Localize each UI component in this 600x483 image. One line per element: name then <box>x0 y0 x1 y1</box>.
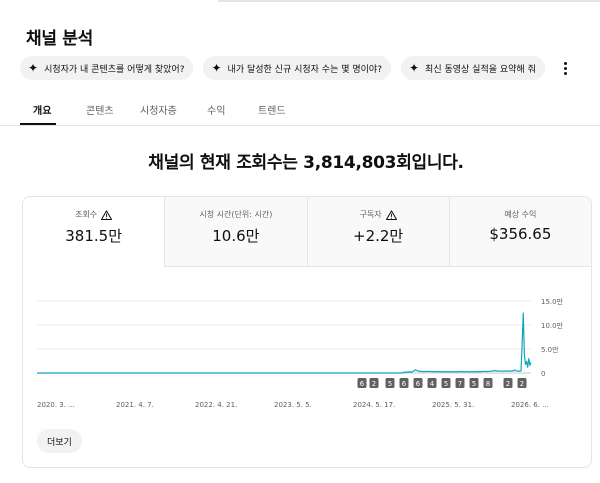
event-marker-label: 6 <box>360 380 365 388</box>
event-marker: 2 <box>517 378 527 388</box>
event-marker-box <box>455 378 465 388</box>
event-marker: 4 <box>427 378 437 388</box>
event-marker: 8 <box>483 378 493 388</box>
event-marker: 5 <box>385 378 395 388</box>
event-marker-box <box>483 378 493 388</box>
x-tick-label: 2021. 4. 7. <box>116 401 154 409</box>
event-marker: 7 <box>455 378 465 388</box>
y-tick-label: 15.0만 <box>541 297 564 306</box>
metric-estimated-revenue[interactable]: 예상 수익 $356.65 <box>448 197 591 267</box>
event-marker-box <box>441 378 451 388</box>
y-axis-labels: 15.0만 10.0만 5.0만 0 <box>541 297 564 378</box>
metric-label: 구독자 <box>360 209 397 220</box>
event-marker-box <box>399 378 409 388</box>
page-title: 채널 분석 <box>26 29 93 49</box>
event-marker-label: 4 <box>430 380 435 388</box>
metric-label-text: 조회수 <box>75 210 98 219</box>
views-series-line <box>37 312 532 374</box>
metric-label-text: 시청 시간(단위: 시간) <box>199 210 273 219</box>
warning-icon <box>385 209 397 220</box>
warning-icon <box>101 209 113 220</box>
event-marker-box <box>503 378 513 388</box>
event-marker-label: 2 <box>506 380 510 388</box>
metric-value: $356.65 <box>489 225 552 243</box>
y-tick-label: 5.0만 <box>541 345 559 354</box>
chart-series <box>37 312 532 374</box>
event-marker-box <box>427 378 437 388</box>
overview-card: 조회수 381.5만 시청 시간(단위: 시간) 10.6만 구독자 <box>22 196 592 468</box>
event-marker-box <box>385 378 395 388</box>
event-marker-label: 8 <box>486 380 490 388</box>
event-marker-label: 5 <box>388 380 392 388</box>
x-axis-labels: 2020. 3. ... 2021. 4. 7. 2022. 4. 21. 2023.… <box>37 401 549 409</box>
event-marker-label: 5 <box>444 380 448 388</box>
chip-label: 내가 달성한 신규 시청자 수는 몇 명이야? <box>227 64 382 75</box>
event-marker-label: 6 <box>416 380 421 388</box>
event-marker: 6 <box>357 378 367 388</box>
metric-views[interactable]: 조회수 381.5만 <box>23 197 165 267</box>
x-tick-label: 2025. 5. 31. <box>432 401 474 409</box>
suggestion-chip-new-viewers[interactable]: ✦ 내가 달성한 신규 시청자 수는 몇 명이야? <box>203 56 391 80</box>
suggestion-chips: ✦ 시청자가 내 콘텐츠를 어떻게 찾았어? ✦ 내가 달성한 신규 시청자 수… <box>20 56 545 80</box>
event-marker-label: 2 <box>372 380 376 388</box>
chip-label: 최신 동영상 실적을 요약해 줘 <box>425 64 536 75</box>
event-marker-label: 2 <box>520 380 524 388</box>
event-marker-box <box>517 378 527 388</box>
suggestion-chip-discovery[interactable]: ✦ 시청자가 내 콘텐츠를 어떻게 찾았어? <box>20 56 194 80</box>
tab-overview[interactable]: 개요 <box>33 106 52 117</box>
event-marker: 5 <box>441 378 451 388</box>
metric-watch-time[interactable]: 시청 시간(단위: 시간) 10.6만 <box>164 197 307 267</box>
tab-content[interactable]: 콘텐츠 <box>86 106 114 117</box>
metric-subscribers[interactable]: 구독자 +2.2만 <box>306 197 449 267</box>
y-tick-label: 0 <box>541 370 545 378</box>
event-marker: 2 <box>503 378 513 388</box>
metric-label: 예상 수익 <box>504 209 536 220</box>
metric-label: 시청 시간(단위: 시간) <box>199 209 272 220</box>
event-marker: 6 <box>413 378 423 388</box>
x-tick-label: 2024. 5. 17. <box>353 401 395 409</box>
metric-label-text: 예상 수익 <box>504 210 537 219</box>
metric-value: 381.5만 <box>65 227 122 245</box>
event-marker: 5 <box>469 378 479 388</box>
x-tick-label: 2022. 4. 21. <box>195 401 237 409</box>
event-marker-label: 5 <box>472 380 476 388</box>
x-tick-label: 2023. 5. 5. <box>274 401 312 409</box>
more-button[interactable]: 더보기 <box>37 429 82 453</box>
event-marker-box <box>369 378 379 388</box>
event-marker-label: 6 <box>402 380 407 388</box>
x-tick-label: 2026. 6. ... <box>511 401 549 409</box>
active-tab-indicator <box>20 123 56 125</box>
analytics-tabs: 개요 콘텐츠 시청자층 수익 트렌드 <box>0 96 600 126</box>
top-divider <box>218 0 600 2</box>
metric-value: +2.2만 <box>353 227 404 245</box>
sparkle-icon: ✦ <box>211 61 222 75</box>
y-tick-label: 10.0만 <box>541 321 564 330</box>
event-marker-box <box>469 378 479 388</box>
event-marker-box <box>357 378 367 388</box>
sparkle-icon: ✦ <box>408 61 420 75</box>
x-tick-label: 2020. 3. ... <box>37 401 75 409</box>
event-marker: 2 <box>369 378 379 388</box>
metric-label: 조회수 <box>75 209 113 220</box>
chart-gridlines <box>37 300 531 374</box>
tab-audience[interactable]: 시청자층 <box>140 106 177 117</box>
event-marker-label: 7 <box>458 380 462 388</box>
tab-revenue[interactable]: 수익 <box>207 106 226 117</box>
tab-trends[interactable]: 트렌드 <box>258 106 286 117</box>
metric-label-text: 구독자 <box>359 210 382 219</box>
more-options-icon[interactable] <box>556 58 574 78</box>
sparkle-icon: ✦ <box>28 61 39 75</box>
chip-label: 시청자가 내 콘텐츠를 어떻게 찾았어? <box>44 64 185 75</box>
event-marker-box <box>413 378 423 388</box>
views-headline: 채널의 현재 조회수는 3,814,803회입니다. <box>148 153 464 173</box>
metric-tabs: 조회수 381.5만 시청 시간(단위: 시간) 10.6만 구독자 <box>23 197 591 267</box>
event-marker: 6 <box>399 378 409 388</box>
suggestion-chip-summary[interactable]: ✦ 최신 동영상 실적을 요약해 줘 <box>400 56 545 80</box>
metric-value: 10.6만 <box>212 227 260 245</box>
